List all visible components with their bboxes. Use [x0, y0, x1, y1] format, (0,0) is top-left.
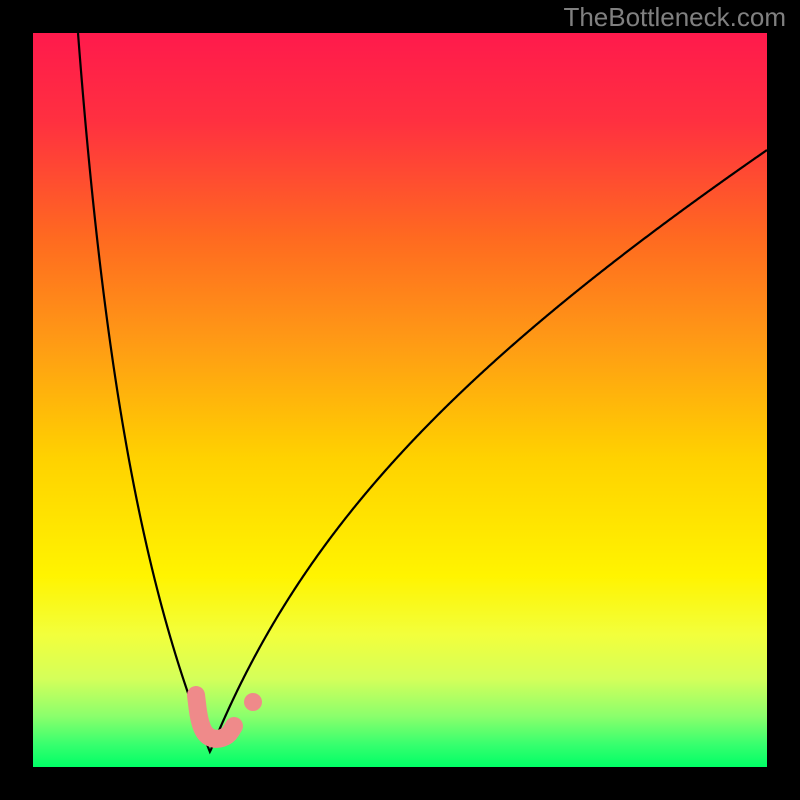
optimal-point-dot	[244, 693, 262, 711]
gradient-background	[33, 33, 767, 767]
chart-svg	[0, 0, 800, 800]
chart-stage: TheBottleneck.com	[0, 0, 800, 800]
